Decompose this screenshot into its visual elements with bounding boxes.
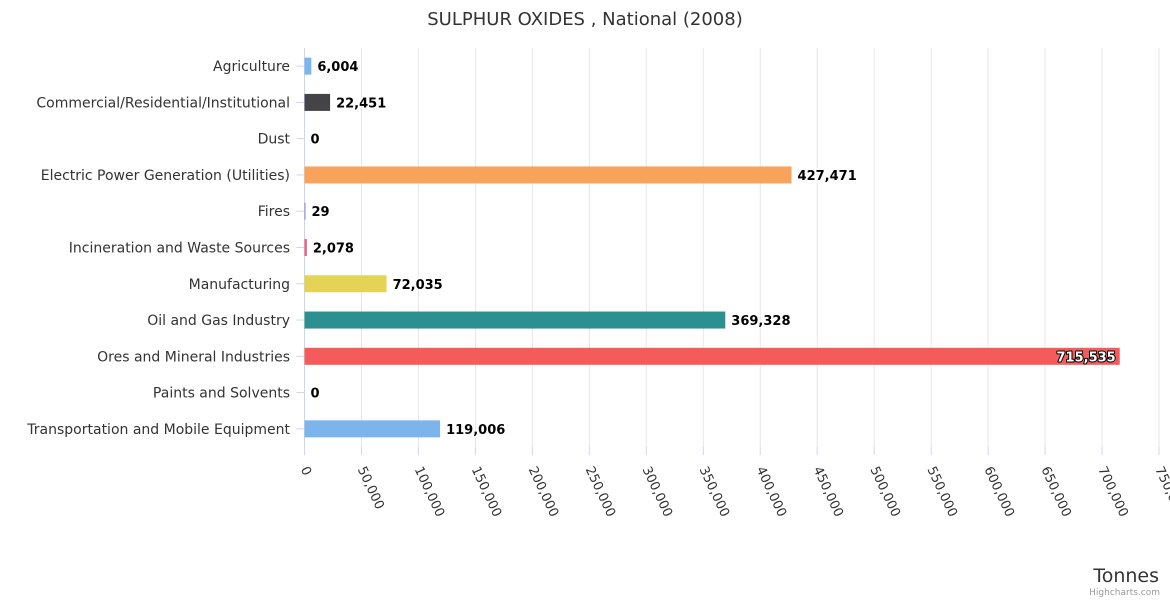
data-label: 72,035 bbox=[393, 278, 443, 293]
bar[interactable] bbox=[304, 93, 331, 111]
data-label: 0 bbox=[311, 133, 320, 148]
data-label: 2,078 bbox=[313, 242, 354, 257]
category-label: Agriculture bbox=[213, 59, 290, 75]
category-label: Incineration and Waste Sources bbox=[69, 241, 290, 257]
category-label: Commercial/Residential/Institutional bbox=[36, 95, 290, 111]
bar[interactable] bbox=[304, 57, 312, 75]
highcharts-credit[interactable]: Highcharts.com bbox=[1089, 588, 1160, 598]
category-label: Oil and Gas Industry bbox=[147, 313, 290, 329]
x-tick-label: 600,000 bbox=[980, 464, 1016, 519]
data-label: 6,004 bbox=[317, 60, 358, 75]
x-tick-label: 450,000 bbox=[810, 464, 846, 519]
x-tick-label: 650,000 bbox=[1037, 464, 1073, 519]
value-axis-title: Tonnes bbox=[1092, 565, 1159, 587]
bar[interactable] bbox=[304, 275, 387, 293]
category-label: Ores and Mineral Industries bbox=[97, 349, 290, 365]
bar[interactable] bbox=[304, 420, 441, 438]
x-tick-label: 50,000 bbox=[354, 464, 387, 512]
x-tick-label: 150,000 bbox=[468, 464, 504, 519]
category-label: Electric Power Generation (Utilities) bbox=[41, 168, 290, 184]
x-tick-label: 200,000 bbox=[525, 464, 561, 519]
data-label: 715,535 bbox=[1057, 350, 1116, 365]
x-tick-label: 350,000 bbox=[696, 464, 732, 519]
bar[interactable] bbox=[304, 347, 1120, 365]
x-tick-label: 400,000 bbox=[753, 464, 789, 519]
x-tick-label: 550,000 bbox=[924, 464, 960, 519]
x-tick-label: 0 bbox=[297, 464, 314, 478]
x-tick-label: 700,000 bbox=[1094, 464, 1130, 519]
x-tick-label: 750,000 bbox=[1151, 464, 1170, 519]
x-tick-label: 500,000 bbox=[867, 464, 903, 519]
bar[interactable] bbox=[304, 166, 792, 184]
bar[interactable] bbox=[304, 239, 307, 256]
bar[interactable] bbox=[304, 202, 306, 220]
x-tick-label: 250,000 bbox=[582, 464, 618, 519]
category-label: Fires bbox=[258, 204, 290, 220]
category-label: Dust bbox=[258, 132, 291, 148]
data-label: 29 bbox=[312, 205, 330, 220]
data-label: 119,006 bbox=[446, 423, 505, 438]
category-label: Paints and Solvents bbox=[153, 386, 290, 402]
category-label: Transportation and Mobile Equipment bbox=[26, 422, 290, 438]
data-label: 22,451 bbox=[336, 96, 386, 111]
data-label: 0 bbox=[311, 387, 320, 402]
category-label: Manufacturing bbox=[189, 277, 290, 293]
data-label: 369,328 bbox=[731, 314, 790, 329]
data-label: 427,471 bbox=[798, 169, 857, 184]
chart-title: SULPHUR OXIDES , National (2008) bbox=[427, 9, 742, 30]
x-tick-label: 300,000 bbox=[639, 464, 675, 519]
x-tick-label: 100,000 bbox=[411, 464, 447, 519]
bar[interactable] bbox=[304, 311, 726, 329]
